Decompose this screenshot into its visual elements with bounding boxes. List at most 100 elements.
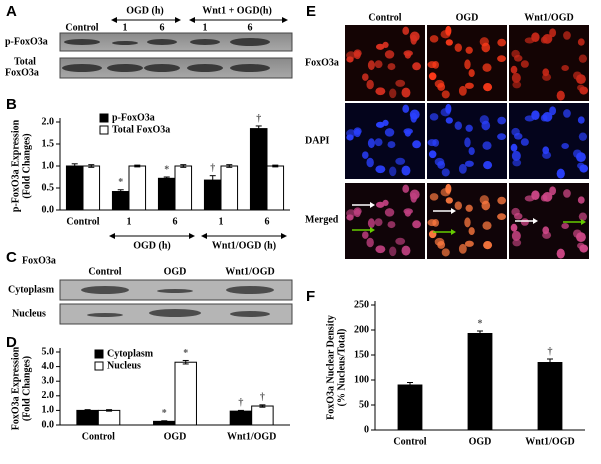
cell	[497, 116, 507, 125]
cell	[497, 133, 506, 140]
cell	[511, 127, 520, 136]
cell	[577, 196, 585, 204]
cell	[387, 221, 396, 229]
significance-marker: *	[164, 164, 169, 175]
y-tick-label: 100	[354, 374, 369, 385]
y-tick-label: 1.5	[42, 138, 55, 149]
cell	[429, 35, 439, 43]
cell	[464, 160, 474, 167]
y-axis-label: (Fold Changes)	[21, 356, 32, 421]
cell	[497, 213, 506, 220]
significance-marker: †	[548, 346, 553, 357]
chart: D 0.0 1.0 2.0 3.0 4.0 5.0 FoxO3a Expression (Fol…	[6, 334, 290, 442]
cell	[512, 239, 522, 247]
bar	[397, 384, 423, 431]
cell	[511, 72, 521, 83]
cell	[577, 84, 585, 91]
cell	[362, 151, 369, 159]
cell	[578, 212, 587, 221]
y-tick-label: 2.0	[42, 116, 55, 127]
cell	[549, 186, 557, 196]
cell	[454, 43, 462, 52]
cell	[510, 223, 518, 232]
cell	[440, 188, 451, 197]
significance-marker: *	[478, 318, 483, 329]
cell	[402, 104, 410, 113]
cell	[432, 218, 440, 227]
cell	[483, 161, 493, 170]
cell	[375, 121, 385, 128]
significance-marker: *	[118, 177, 123, 188]
cell	[468, 147, 475, 156]
y-axis-label: p-FoxO3a Expression	[10, 119, 21, 212]
row-label: FoxO3a	[5, 67, 39, 78]
cell	[354, 208, 361, 218]
cell	[524, 195, 535, 202]
bar	[537, 362, 563, 431]
cell	[576, 74, 586, 85]
column-header: OGD	[164, 266, 187, 277]
panel-e: E Control OGD Wnt1/OGD FoxO3a DAPI Merge…	[305, 3, 589, 259]
cell	[395, 237, 406, 245]
cell	[401, 245, 411, 256]
cell	[412, 140, 421, 149]
cell	[520, 138, 529, 146]
cell	[577, 38, 585, 46]
cell	[458, 243, 467, 254]
cell	[481, 120, 491, 131]
cell	[482, 221, 492, 230]
cell	[384, 208, 395, 217]
group-label: Wnt1/OGD (h)	[212, 240, 276, 251]
cell	[482, 63, 492, 72]
cell	[412, 220, 421, 229]
column-header: Wnt1/OGD	[225, 266, 274, 277]
bar	[174, 165, 193, 211]
cell	[395, 79, 406, 87]
x-tick-label: 1	[219, 216, 224, 227]
cell	[382, 41, 389, 48]
cell	[375, 87, 386, 96]
x-tick-label: Control	[393, 436, 426, 447]
cell	[497, 38, 507, 47]
bar	[82, 165, 101, 211]
cell	[387, 141, 396, 149]
cell	[374, 60, 383, 69]
cell	[375, 165, 386, 174]
cell	[524, 115, 535, 122]
panel-letter: B	[6, 96, 17, 113]
row-label: DAPI	[305, 135, 330, 146]
cell	[481, 200, 491, 211]
y-tick-label: 200	[354, 324, 369, 335]
x-tick-label: 6	[173, 216, 178, 227]
legend-label: Cytoplasm	[107, 348, 154, 359]
cell	[540, 114, 548, 122]
row-label: Merged	[305, 214, 339, 225]
cell	[468, 69, 475, 78]
cell	[464, 137, 471, 148]
cell	[465, 46, 473, 54]
cell	[440, 108, 451, 117]
panel-title: FoxO3a	[22, 255, 56, 266]
cell	[481, 42, 491, 53]
arrow-head	[451, 208, 456, 214]
cell	[464, 59, 471, 70]
cell	[524, 37, 535, 44]
cell	[362, 231, 369, 239]
cell	[511, 49, 520, 58]
bar	[249, 128, 268, 211]
x-tick-label: Wnt1/OGD	[227, 431, 276, 442]
time-label: 6	[248, 22, 253, 33]
cell	[389, 166, 397, 177]
column-header: Wnt1 + OGD(h)	[202, 5, 272, 16]
row-label: p-FoxO3a	[5, 36, 48, 47]
cell	[561, 64, 569, 72]
cell	[520, 218, 529, 226]
cell	[428, 72, 437, 81]
row-label: Nucleus	[12, 308, 46, 319]
cell	[512, 159, 522, 167]
chart: F 0 50 100 150 200 250 FoxO3a Nuclear Density (%…	[306, 288, 585, 447]
panel-letter: E	[306, 3, 316, 20]
bar	[97, 409, 121, 426]
row-label: FoxO3a	[305, 57, 339, 68]
cell	[346, 129, 356, 138]
